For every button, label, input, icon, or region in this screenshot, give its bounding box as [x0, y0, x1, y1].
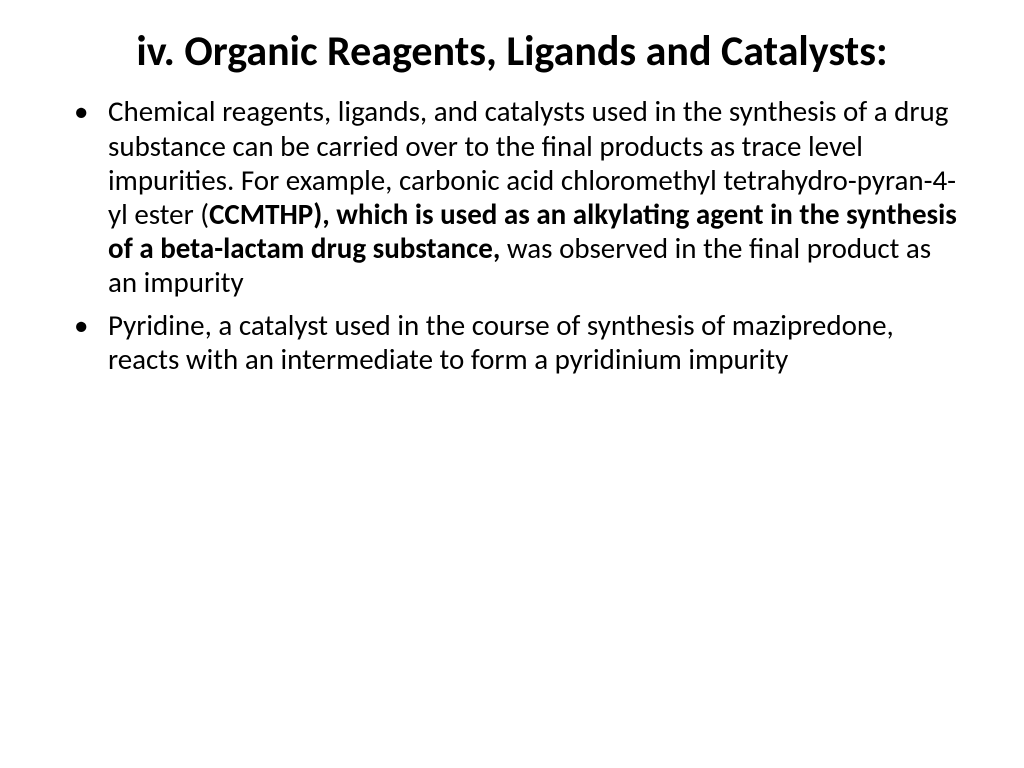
- slide-title: iv. Organic Reagents, Ligands and Cataly…: [60, 28, 964, 76]
- slide: iv. Organic Reagents, Ligands and Cataly…: [0, 0, 1024, 768]
- bullet-list: Chemical reagents, ligands, and catalyst…: [60, 94, 964, 376]
- list-item: Chemical reagents, ligands, and catalyst…: [60, 94, 964, 299]
- bullet-text-pre: Pyridine, a catalyst used in the course …: [108, 307, 894, 377]
- list-item: Pyridine, a catalyst used in the course …: [60, 308, 964, 376]
